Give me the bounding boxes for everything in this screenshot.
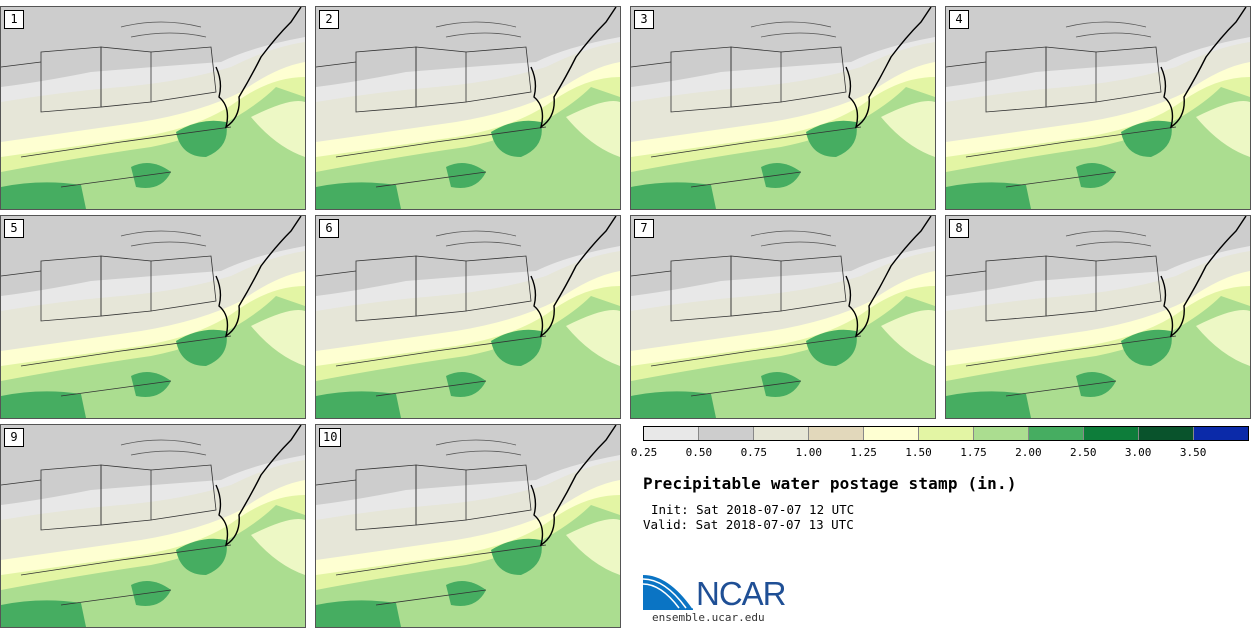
init-time: Init: Sat 2018-07-07 12 UTC [651, 502, 855, 517]
colorbar-bin [1084, 427, 1139, 440]
member-label: 6 [319, 219, 339, 238]
colorbar-tick-label: 2.50 [1070, 446, 1097, 459]
colorbar-bin [754, 427, 809, 440]
member-label: 1 [4, 10, 24, 29]
valid-time: Valid: Sat 2018-07-07 13 UTC [643, 517, 854, 532]
map-panel-1: 1 [0, 6, 306, 210]
colorbar-tick-label: 1.75 [960, 446, 987, 459]
colorbar-bin [644, 427, 699, 440]
member-label: 7 [634, 219, 654, 238]
member-label: 9 [4, 428, 24, 447]
member-label: 5 [4, 219, 24, 238]
colorbar-tick-label: 3.50 [1179, 446, 1207, 459]
colorbar-tick-label: 1.00 [795, 446, 822, 459]
map-panel-7: 7 [630, 215, 936, 419]
colorbar-bin [1029, 427, 1084, 440]
map-panel-2: 2 [315, 6, 621, 210]
colorbar-tick-label: 3.00 [1124, 446, 1152, 459]
logo-text: NCAR [696, 575, 787, 612]
colorbar-tick-label: 0.75 [740, 446, 768, 459]
map-panel-10: 10 [315, 424, 621, 628]
colorbar-bin [919, 427, 974, 440]
colorbar [643, 426, 1249, 441]
ncar-logo-icon [643, 573, 694, 610]
colorbar-tick-label: 1.50 [905, 446, 932, 459]
member-label: 8 [949, 219, 969, 238]
member-label: 10 [319, 428, 342, 447]
colorbar-bin [1139, 427, 1194, 440]
member-label: 3 [634, 10, 654, 29]
colorbar-bin [809, 427, 864, 440]
colorbar-bin [974, 427, 1029, 440]
site-url: ensemble.ucar.edu [652, 611, 765, 624]
map-panel-6: 6 [315, 215, 621, 419]
colorbar-bin [864, 427, 919, 440]
colorbar-tick-label: 2.00 [1015, 446, 1042, 459]
colorbar-tick-label: 0.25 [630, 446, 658, 459]
colorbar-tick-label: 0.50 [685, 446, 713, 459]
member-label: 4 [949, 10, 969, 29]
colorbar-bin [1194, 427, 1248, 440]
map-panel-3: 3 [630, 6, 936, 210]
figure-title: Precipitable water postage stamp (in.) [643, 474, 1017, 493]
map-panel-8: 8 [945, 215, 1251, 419]
colorbar-tick-label: 1.25 [850, 446, 877, 459]
map-panel-5: 5 [0, 215, 306, 419]
map-panel-9: 9 [0, 424, 306, 628]
map-panel-4: 4 [945, 6, 1251, 210]
member-label: 2 [319, 10, 339, 29]
colorbar-bin [699, 427, 754, 440]
